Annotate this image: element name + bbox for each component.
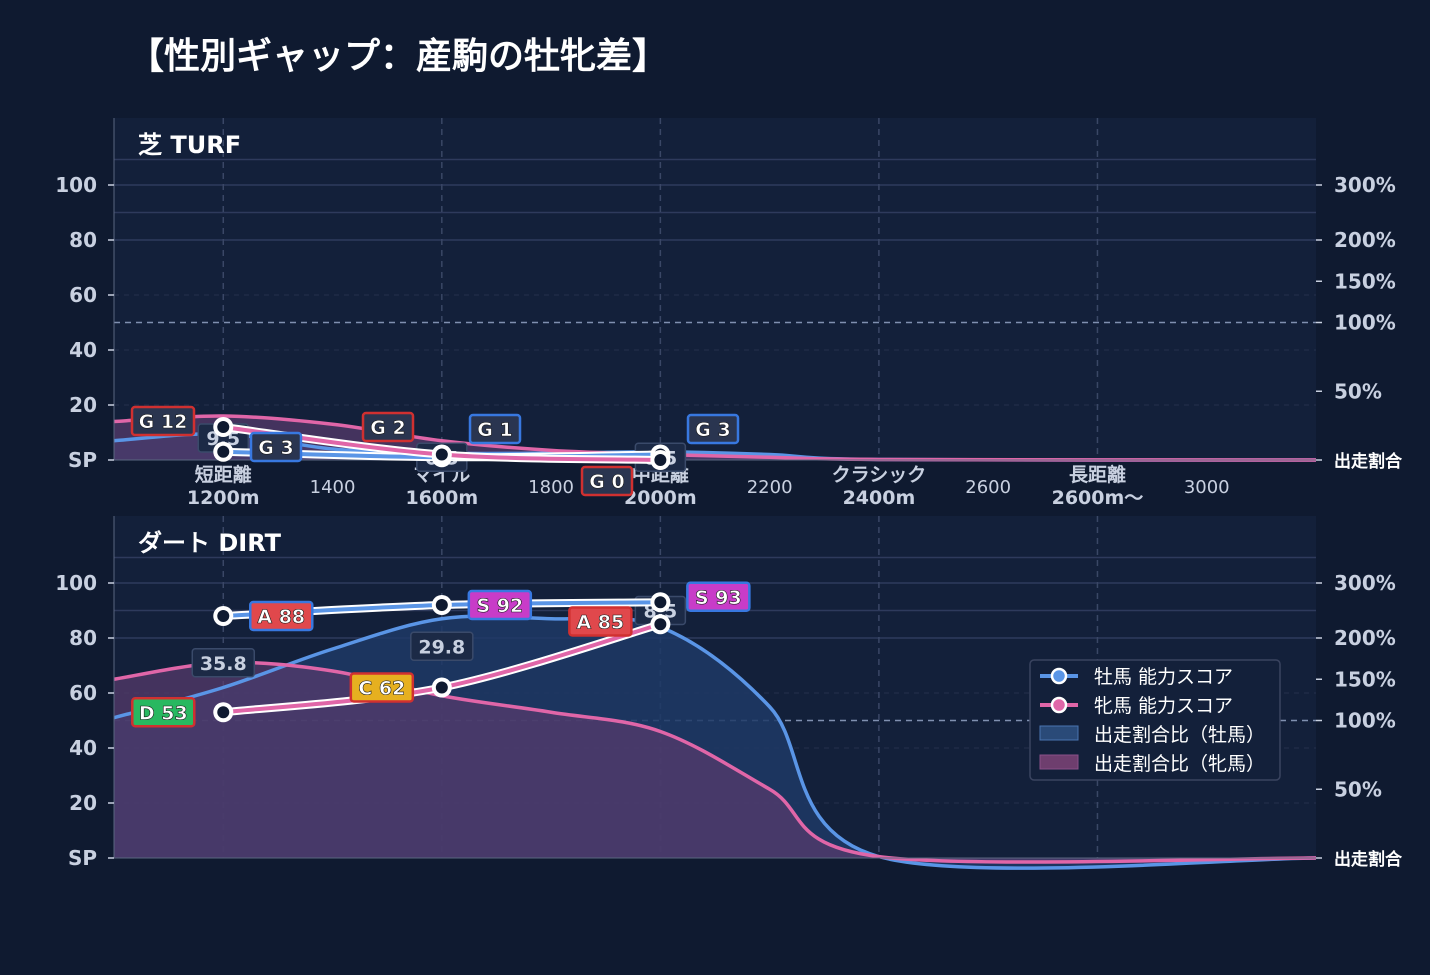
score-marker — [217, 445, 230, 458]
grade-badge — [686, 581, 751, 612]
y-tick-label: 60 — [69, 283, 97, 307]
x-category-label: クラシック — [832, 464, 927, 486]
x-tick-label: 2200 — [747, 477, 793, 498]
grade-badge-label: G 2 — [370, 417, 405, 439]
x-category-label: 長距離 — [1069, 463, 1126, 486]
grade-badge — [249, 600, 314, 632]
grade-badge — [349, 672, 415, 703]
grade-badge-label: G 3 — [258, 437, 293, 459]
score-marker — [435, 448, 448, 461]
legend-male-ratio-swatch — [1039, 725, 1079, 741]
x-category-distance: 2000m — [624, 487, 697, 509]
right-tick-label: 50% — [1334, 379, 1382, 403]
grade-badge-label: S 92 — [476, 595, 523, 617]
legend-female-score-marker — [1050, 696, 1068, 714]
x-category-label: 短距離 — [195, 463, 252, 486]
right-tick-label: 出走割合 — [1334, 451, 1403, 472]
right-tick-label: 200% — [1334, 626, 1396, 650]
y-tick-label: SP — [68, 846, 97, 870]
y-tick-label: 60 — [69, 681, 97, 705]
right-tick-label: 150% — [1334, 667, 1396, 691]
grade-badge — [686, 413, 740, 445]
right-tick-label: 300% — [1334, 571, 1396, 595]
grade-badge — [580, 465, 634, 497]
right-tick-label: 100% — [1334, 311, 1396, 335]
grade-badge — [131, 697, 196, 728]
y-tick-label: 40 — [69, 338, 97, 362]
grade-badge — [467, 589, 533, 621]
grade-badge-label: G 1 — [477, 419, 512, 441]
x-category-distance: 2600m〜 — [1052, 487, 1144, 509]
x-tick-label: 3000 — [1184, 477, 1230, 498]
legend-male-score-label: 牡馬 能力スコア — [1094, 666, 1233, 688]
grade-badge-label: G 12 — [139, 411, 188, 433]
y-tick-label: 80 — [69, 626, 97, 650]
panel-title: ダート DIRT — [138, 529, 282, 557]
ratio-percent-box — [191, 648, 256, 678]
grade-badge-label: G 0 — [589, 471, 624, 493]
x-category-distance: 2400m — [843, 487, 916, 509]
right-tick-label: 50% — [1334, 777, 1382, 801]
ratio-percent-box — [410, 631, 474, 661]
y-tick-label: 100 — [55, 571, 97, 595]
grade-badge — [468, 413, 522, 445]
right-tick-label: 出走割合 — [1334, 849, 1403, 870]
panel-0: SP 20 40 60 80 100 出走割合 50% 100% 150% 200% 300% 芝 TU… — [55, 118, 1403, 509]
grade-badge-label: G 3 — [695, 419, 730, 441]
y-tick-label: 20 — [69, 393, 97, 417]
panel-1: SP 20 40 60 80 100 出走割合 50% 100% 150% 200% 300% ダート … — [55, 516, 1403, 870]
legend-male-score-marker — [1050, 667, 1068, 685]
score-marker — [217, 610, 230, 622]
legend: 牡馬 能力スコア 牝馬 能力スコア 出走割合比（牡馬） 出走割合比（牝馬） — [1029, 659, 1281, 781]
grade-badge-label: D 53 — [139, 702, 188, 724]
ratio-area-female — [114, 662, 1316, 863]
x-category-distance: 1600m — [405, 487, 478, 509]
right-tick-label: 150% — [1334, 269, 1396, 293]
ratio-percent-label: 29.8 — [418, 636, 465, 658]
grade-badge-label: A 88 — [257, 606, 305, 628]
score-marker — [654, 618, 667, 631]
grade-badge-label: A 85 — [576, 612, 624, 634]
x-category-distance: 1200m — [187, 487, 260, 509]
x-tick-label: 1400 — [310, 477, 356, 498]
grade-badge — [361, 411, 415, 443]
y-tick-label: SP — [68, 448, 97, 472]
y-tick-label: 100 — [55, 173, 97, 197]
score-marker — [217, 706, 230, 719]
score-marker — [435, 599, 448, 611]
grade-badge — [130, 405, 196, 437]
y-tick-label: 80 — [69, 228, 97, 252]
x-tick-label: 1800 — [528, 477, 574, 498]
grade-badge-label: C 62 — [358, 678, 405, 700]
chart-title: 【性別ギャップ：産駒の牡牝差】 — [128, 36, 668, 77]
panels: SP 20 40 60 80 100 出走割合 50% 100% 150% 200% 300% 芝 TU… — [55, 118, 1403, 870]
y-tick-label: 40 — [69, 736, 97, 760]
score-marker — [654, 454, 667, 466]
y-tick-label: 20 — [69, 791, 97, 815]
score-marker — [217, 421, 230, 433]
panel-title: 芝 TURF — [138, 131, 241, 159]
legend-female-ratio-swatch — [1039, 754, 1079, 770]
grade-badge-label: S 93 — [695, 587, 742, 609]
legend-female-ratio-label: 出走割合比（牝馬） — [1094, 753, 1265, 775]
score-marker — [435, 681, 448, 694]
ratio-percent-label: 9.5 — [206, 428, 240, 450]
legend-female-score-label: 牝馬 能力スコア — [1094, 695, 1233, 717]
right-tick-label: 200% — [1334, 228, 1396, 252]
x-tick-label: 2600 — [965, 477, 1011, 498]
right-tick-label: 300% — [1334, 173, 1396, 197]
grade-badge — [568, 606, 633, 637]
right-tick-label: 100% — [1334, 709, 1396, 733]
legend-male-ratio-label: 出走割合比（牡馬） — [1094, 724, 1265, 746]
legend-box — [1029, 659, 1281, 781]
ratio-line-female — [113, 660, 1317, 864]
plot-background — [114, 118, 1316, 460]
grade-badge — [249, 431, 303, 463]
score-marker — [654, 596, 667, 609]
ratio-percent-label: 35.8 — [200, 653, 247, 675]
